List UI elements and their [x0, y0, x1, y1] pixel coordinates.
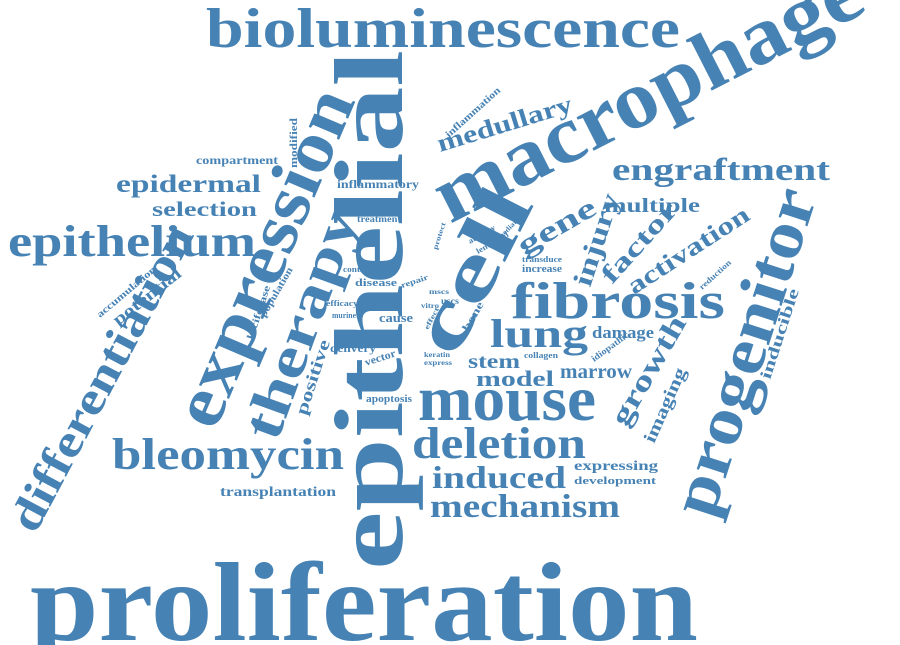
word-epithelial: epithelial: [316, 50, 424, 570]
word-control: control: [343, 265, 372, 274]
word-bleomycin: bleomycin: [112, 430, 344, 479]
word-engraftment: engraftment: [612, 151, 830, 187]
word-vitro: vitro: [421, 302, 440, 310]
word-induced: induced: [432, 459, 566, 495]
word-bioluminescence: bioluminescence: [206, 0, 680, 60]
word-proliferation: proliferation: [30, 541, 698, 645]
word-mouse: mouse: [418, 363, 596, 434]
word-lung: lung: [490, 311, 588, 356]
word-modified: modified: [289, 117, 300, 168]
word-deletion: deletion: [412, 419, 586, 468]
word-apoptosis: apoptosis: [366, 393, 413, 405]
word-murine: murine: [332, 311, 356, 320]
word-model: model: [476, 366, 554, 391]
word-epithelium: epithelium: [8, 217, 256, 266]
word-damage: damage: [592, 323, 654, 342]
word-treatment: treatment: [357, 214, 401, 224]
word-express: express: [424, 359, 452, 367]
word-delivery: delivery: [330, 341, 376, 355]
word-increase: increase: [522, 264, 563, 275]
word-transplantation: transplantation: [220, 485, 336, 500]
word-development: development: [574, 475, 656, 487]
word-collagen: collagen: [524, 351, 559, 360]
word-multiple: multiple: [604, 195, 700, 217]
word-stem: stem: [468, 351, 520, 373]
word-epidermal: epidermal: [116, 171, 261, 198]
word-compartment: compartment: [196, 153, 278, 167]
word-efficacy: efficacy: [326, 299, 358, 308]
word-keratin: keratin: [424, 351, 450, 359]
word-cause: cause: [379, 310, 413, 325]
word-transduce: transduce: [522, 255, 563, 264]
word-mechanism: mechanism: [430, 489, 620, 525]
word-mscs: mscs: [429, 288, 449, 296]
word-disease: disease: [355, 277, 397, 289]
word-uscs: uscs: [441, 296, 460, 306]
word-selection: selection: [152, 197, 257, 221]
word-fibrosis: fibrosis: [511, 273, 725, 330]
word-inflammatory: inflammatory: [337, 177, 419, 191]
word-expressing: expressing: [574, 459, 658, 474]
word-marrow: marrow: [560, 361, 633, 383]
